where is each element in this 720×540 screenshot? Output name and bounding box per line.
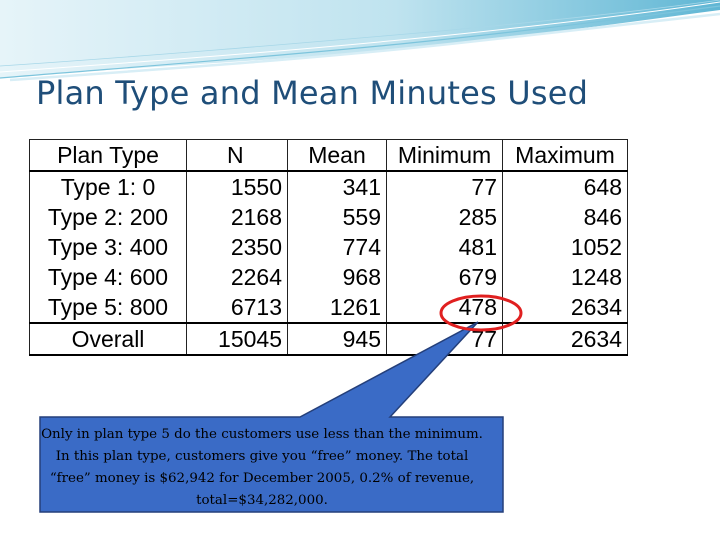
cell-n: 6713 bbox=[186, 292, 288, 324]
cell-minimum: 77 bbox=[386, 322, 503, 356]
table-row: Type 3: 400 2350 774 481 1052 bbox=[29, 232, 628, 262]
cell-plan-type: Type 4: 600 bbox=[29, 262, 187, 292]
header-swoosh bbox=[0, 0, 720, 82]
cell-maximum: 846 bbox=[502, 202, 628, 232]
cell-maximum: 2634 bbox=[502, 292, 628, 324]
cell-plan-type: Type 2: 200 bbox=[29, 202, 187, 232]
cell-minimum: 481 bbox=[386, 232, 503, 262]
table-header-row: Plan Type N Mean Minimum Maximum bbox=[29, 139, 628, 172]
cell-mean: 559 bbox=[287, 202, 387, 232]
cell-n: 15045 bbox=[186, 322, 288, 356]
cell-minimum-highlighted: 478 bbox=[386, 292, 503, 324]
cell-maximum: 648 bbox=[502, 170, 628, 202]
callout-text: Only in plan type 5 do the customers use… bbox=[41, 427, 483, 508]
cell-maximum: 2634 bbox=[502, 322, 628, 356]
column-header-mean: Mean bbox=[287, 139, 387, 172]
column-header-maximum: Maximum bbox=[502, 139, 628, 172]
summary-table: Plan Type N Mean Minimum Maximum Type 1:… bbox=[29, 139, 628, 356]
table-row: Type 4: 600 2264 968 679 1248 bbox=[29, 262, 628, 292]
table-row-overall: Overall 15045 945 77 2634 bbox=[29, 322, 628, 356]
cell-minimum: 77 bbox=[386, 170, 503, 202]
cell-n: 1550 bbox=[186, 170, 288, 202]
cell-maximum: 1248 bbox=[502, 262, 628, 292]
table-row: Type 1: 0 1550 341 77 648 bbox=[29, 170, 628, 202]
column-header-n: N bbox=[186, 139, 288, 172]
cell-n: 2264 bbox=[186, 262, 288, 292]
cell-minimum: 679 bbox=[386, 262, 503, 292]
table-row: Type 2: 200 2168 559 285 846 bbox=[29, 202, 628, 232]
cell-plan-type: Type 5: 800 bbox=[29, 292, 187, 324]
cell-mean: 968 bbox=[287, 262, 387, 292]
table-row: Type 5: 800 6713 1261 478 2634 bbox=[29, 292, 628, 324]
cell-mean: 1261 bbox=[287, 292, 387, 324]
column-header-plan-type: Plan Type bbox=[29, 139, 187, 172]
cell-mean: 341 bbox=[287, 170, 387, 202]
cell-n: 2168 bbox=[186, 202, 288, 232]
cell-plan-type: Type 1: 0 bbox=[29, 170, 187, 202]
slide-title: Plan Type and Mean Minutes Used bbox=[36, 74, 589, 112]
cell-mean: 945 bbox=[287, 322, 387, 356]
cell-plan-type: Type 3: 400 bbox=[29, 232, 187, 262]
cell-minimum: 285 bbox=[386, 202, 503, 232]
cell-plan-type: Overall bbox=[29, 322, 187, 356]
cell-n: 2350 bbox=[186, 232, 288, 262]
column-header-minimum: Minimum bbox=[386, 139, 503, 172]
cell-maximum: 1052 bbox=[502, 232, 628, 262]
cell-mean: 774 bbox=[287, 232, 387, 262]
